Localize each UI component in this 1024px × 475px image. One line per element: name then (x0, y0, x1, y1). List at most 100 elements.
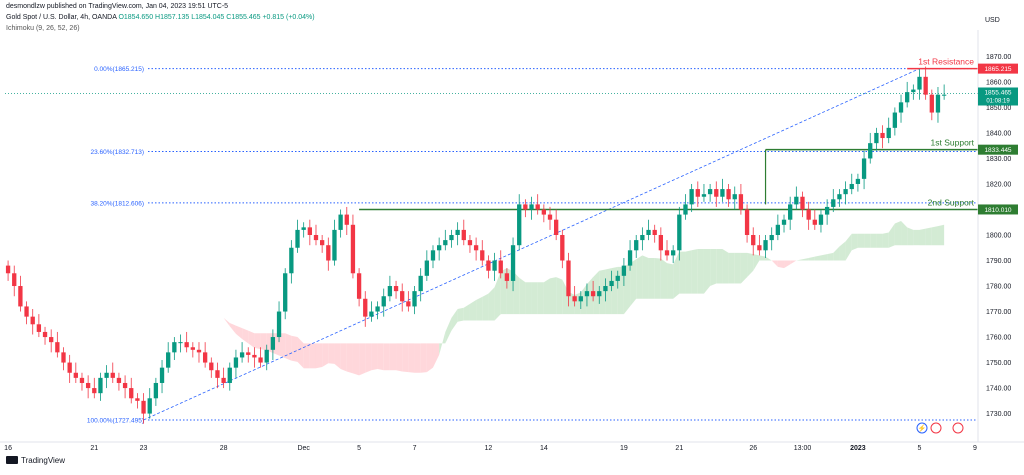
time-tick-label: 21 (90, 445, 98, 452)
time-tick-label: 14 (540, 445, 548, 452)
ichimoku-cloud-segment (605, 268, 612, 315)
candle-body (523, 204, 528, 210)
candle-body (178, 342, 183, 344)
candle-body (597, 291, 602, 297)
candle-body (849, 183, 854, 190)
ichimoku-cloud-segment (691, 249, 698, 294)
candle-body (529, 204, 534, 210)
ichimoku-cloud-segment (229, 323, 236, 334)
ichimoku-cloud-segment (254, 333, 261, 350)
fib-level-label: 0.00%(1865.215) (94, 66, 144, 73)
candle-body (547, 214, 553, 220)
ichimoku-cloud-segment (796, 259, 803, 261)
ichimoku-cloud-segment (217, 312, 224, 318)
support-price-label: 1810.010 (984, 207, 1011, 214)
ichimoku-cloud-segment (599, 269, 606, 315)
candle-body (911, 89, 916, 93)
candle-body (738, 194, 744, 210)
candle-body (775, 224, 781, 235)
candle-body (578, 296, 583, 302)
ichimoku-cloud-segment (285, 333, 292, 361)
candle-body (572, 296, 577, 302)
ichimoku-cloud-segment (827, 252, 834, 261)
candle-body (917, 76, 922, 90)
candle-body (196, 349, 202, 353)
ichimoku-cloud-segment (377, 343, 384, 371)
time-tick-label: 19 (620, 445, 628, 452)
ichimoku-cloud-segment (297, 337, 304, 369)
time-tick-label: 9 (973, 445, 977, 452)
candle-body (104, 372, 109, 378)
candle-body (615, 275, 620, 281)
candle-body (640, 235, 645, 241)
price-tick-label: 1840.00 (986, 130, 1011, 137)
candle-body (412, 291, 417, 307)
candle-body (209, 362, 214, 371)
ichimoku-cloud-segment (716, 249, 723, 284)
candle-body (843, 189, 848, 195)
price-tick-label: 1780.00 (986, 284, 1011, 291)
candle-body (73, 372, 78, 378)
publisher-line: desmondlzw published on TradingView.com,… (6, 3, 229, 10)
candle-body (818, 214, 824, 225)
candle-body (744, 209, 750, 235)
ichimoku-cloud-segment (223, 317, 230, 327)
ichimoku-cloud-segment (919, 228, 926, 246)
ichimoku-cloud-segment (790, 260, 797, 265)
ichimoku-cloud-segment (457, 307, 464, 322)
ichimoku-cloud-segment (820, 254, 828, 261)
candle-body (202, 352, 208, 363)
ichimoku-cloud-segment (235, 325, 243, 339)
candle-body (350, 224, 356, 274)
time-tick-label: 23 (140, 445, 148, 452)
ichimoku-cloud-segment (660, 258, 668, 299)
ichimoku-cloud-segment (937, 224, 945, 246)
candle-body (387, 286, 393, 297)
support-label: 1st Support (931, 138, 975, 148)
candle-body (270, 337, 276, 350)
ichimoku-cloud-segment (513, 271, 520, 315)
candle-body (590, 291, 596, 297)
candle-body (319, 240, 325, 246)
support-label: 2nd Support (928, 197, 975, 207)
candle-body (683, 204, 688, 215)
candle-body (116, 377, 122, 383)
candle-body (886, 127, 891, 139)
price-tick-label: 1770.00 (986, 309, 1011, 316)
candle-body (621, 265, 627, 276)
ichimoku-cloud-segment (642, 255, 649, 299)
candle-body (923, 76, 928, 95)
price-tick-label: 1820.00 (986, 181, 1011, 188)
candle-body (98, 377, 103, 394)
ichimoku-cloud-segment (309, 343, 316, 369)
price-tick-label: 1800.00 (986, 233, 1011, 240)
price-tick-label: 1790.00 (986, 258, 1011, 265)
ichimoku-cloud-segment (697, 249, 704, 294)
candle-body (424, 260, 429, 276)
candle-body (344, 214, 349, 225)
candle-body (276, 311, 282, 338)
candle-body (67, 362, 72, 373)
candle-body (92, 388, 97, 394)
us-flag-event-icon (952, 422, 964, 434)
candle-body (707, 189, 713, 195)
ichimoku-cloud-segment (630, 259, 637, 307)
brand-name: TradingView (21, 456, 66, 465)
ichimoku-cloud-segment (673, 251, 680, 299)
candle-body (671, 250, 676, 256)
indicator-label[interactable]: Ichimoku (9, 26, 52, 26) (6, 25, 80, 32)
time-tick-label: 28 (220, 445, 228, 452)
candle-body (283, 273, 288, 312)
ichimoku-cloud-segment (543, 278, 551, 315)
candle-body (443, 240, 448, 246)
ichimoku-cloud-segment (463, 303, 470, 321)
resistance-price-label: 1865.215 (984, 66, 1011, 73)
candle-body (554, 219, 559, 235)
candle-body (812, 219, 817, 225)
last-price-badge (978, 87, 1018, 106)
candle-body (498, 260, 503, 274)
tradingview-logo[interactable]: TradingView (6, 456, 65, 465)
candle-body (190, 347, 195, 350)
